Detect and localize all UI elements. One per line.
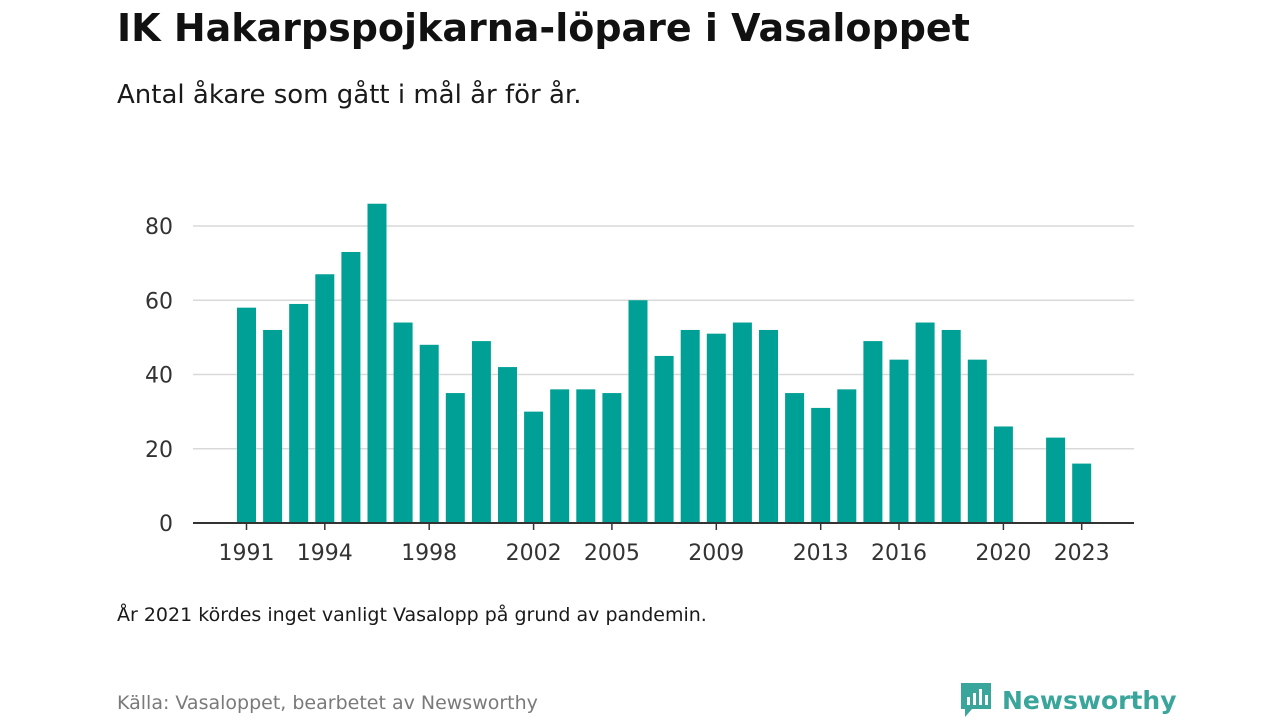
bar-2008 (680, 329, 700, 523)
bar-1996 (367, 203, 387, 523)
x-tick-label: 2005 (584, 541, 640, 566)
chart-note: År 2021 kördes inget vanligt Vasalopp på… (117, 604, 707, 626)
source-credit: Källa: Vasaloppet, bearbetet av Newswort… (117, 692, 538, 714)
bar-2001 (498, 367, 517, 523)
bar-1991 (237, 307, 256, 523)
x-tick-label: 1991 (219, 541, 275, 566)
bar-chart: 0 20 40 60 80 1991 1994 1998 2002 2005 2009 2013 201… (145, 203, 1134, 566)
x-tick-label: 1998 (401, 541, 457, 566)
bar-1993 (289, 303, 309, 523)
y-tick-label: 40 (145, 364, 173, 389)
bar-1995 (341, 251, 361, 524)
bar-2019 (967, 359, 987, 523)
bar-2022 (1046, 437, 1066, 523)
x-tick-label: 2013 (793, 541, 849, 566)
bar-2023 (1072, 463, 1092, 523)
x-tick-label: 2023 (1054, 541, 1110, 566)
chart-subtitle: Antal åkare som gått i mål år för år. (117, 80, 582, 110)
bar-2014 (837, 389, 857, 523)
x-tick-label: 1994 (297, 541, 353, 566)
bar-2004 (576, 389, 596, 523)
x-tick-label: 2009 (688, 541, 744, 566)
y-tick-label: 80 (145, 215, 173, 240)
chart-title: IK Hakarpspojkarna-löpare i Vasaloppet (117, 6, 970, 50)
bar-2018 (941, 329, 961, 523)
bar-2017 (915, 322, 935, 523)
y-tick-label: 20 (145, 438, 173, 463)
bar-2011 (759, 329, 778, 523)
bar-2005 (602, 393, 622, 523)
bar-2003 (550, 389, 570, 523)
bar-1997 (393, 322, 413, 523)
bar-2006 (628, 300, 648, 523)
x-tick-label: 2020 (975, 541, 1031, 566)
bar-1992 (263, 329, 283, 523)
bar-2013 (811, 407, 831, 523)
newsworthy-logo-icon (961, 683, 991, 717)
bar-2007 (654, 355, 674, 523)
brand-logo: Newsworthy (958, 680, 1177, 720)
y-tick-label: 0 (159, 512, 173, 537)
bar-1994 (315, 274, 335, 523)
x-tick-label: 2016 (871, 541, 927, 566)
bar-1999 (445, 393, 465, 523)
bar-2020 (993, 426, 1013, 523)
bar-2012 (785, 393, 805, 523)
bar-1998 (419, 344, 439, 523)
bar-2010 (732, 322, 752, 523)
x-tick-label: 2002 (506, 541, 562, 566)
brand-name: Newsworthy (1002, 685, 1177, 715)
bar-2015 (863, 341, 883, 523)
bar-2000 (471, 341, 491, 523)
bar-2002 (524, 411, 544, 523)
bar-2016 (889, 359, 909, 523)
bar-2009 (706, 333, 726, 523)
y-tick-label: 60 (145, 289, 173, 314)
